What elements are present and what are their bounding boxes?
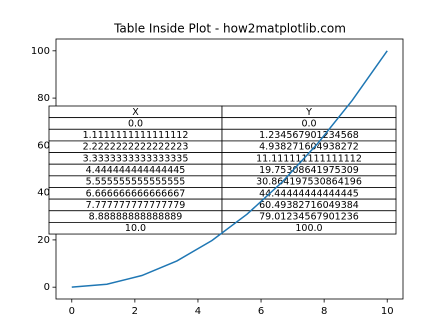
table-header: Y [305, 107, 312, 118]
y-tick-label: 100 [31, 46, 50, 57]
table-text: 0.0 [301, 118, 316, 129]
table-text: 0.0 [128, 118, 143, 129]
table-text: 79.01234567901236 [259, 212, 359, 223]
table-text: 10.0 [125, 223, 146, 234]
chart-title: Table Inside Plot - how2matplotlib.com [113, 22, 346, 36]
table-cell [221, 221, 397, 235]
x-tick-label: 0 [69, 306, 75, 317]
x-tick-label: 8 [321, 306, 327, 317]
y-tick-label: 0 [44, 282, 50, 293]
table-text: 19.75308641975309 [259, 165, 359, 176]
line [71, 50, 388, 288]
table-text: 60.49382716049384 [259, 200, 359, 211]
table-text: 8.88888888888889 [89, 212, 183, 223]
table-text: 3.3333333333333335 [83, 153, 189, 164]
x-tick-label: 2 [132, 306, 138, 317]
table-text: 4.938271604938272 [259, 142, 359, 153]
table-text: 4.444444444444445 [86, 165, 186, 176]
y-tick-label: 20 [37, 235, 50, 246]
x-tick-label: 6 [258, 306, 264, 317]
y-tick-label: 60 [37, 140, 50, 151]
table-text: 11.111111111111112 [256, 153, 362, 164]
table-text: 1.234567901234568 [259, 130, 359, 141]
table-text: 2.2222222222222223 [83, 142, 189, 153]
table-text: 44.44444444444445 [259, 188, 359, 199]
table-text: 30.864197530864196 [256, 177, 362, 188]
table-header: X [132, 107, 139, 118]
table-text: 7.777777777777779 [86, 200, 186, 211]
x-tick-label: 4 [195, 306, 201, 317]
table-text: 6.666666666666667 [86, 188, 186, 199]
x-tick-label: 10 [381, 306, 394, 317]
table-text: 100.0 [295, 223, 322, 234]
y-tick-label: 40 [37, 188, 50, 199]
table-text: 5.555555555555555 [86, 177, 186, 188]
y-tick-label: 80 [37, 93, 50, 104]
table-text: 1.1111111111111112 [83, 130, 189, 141]
